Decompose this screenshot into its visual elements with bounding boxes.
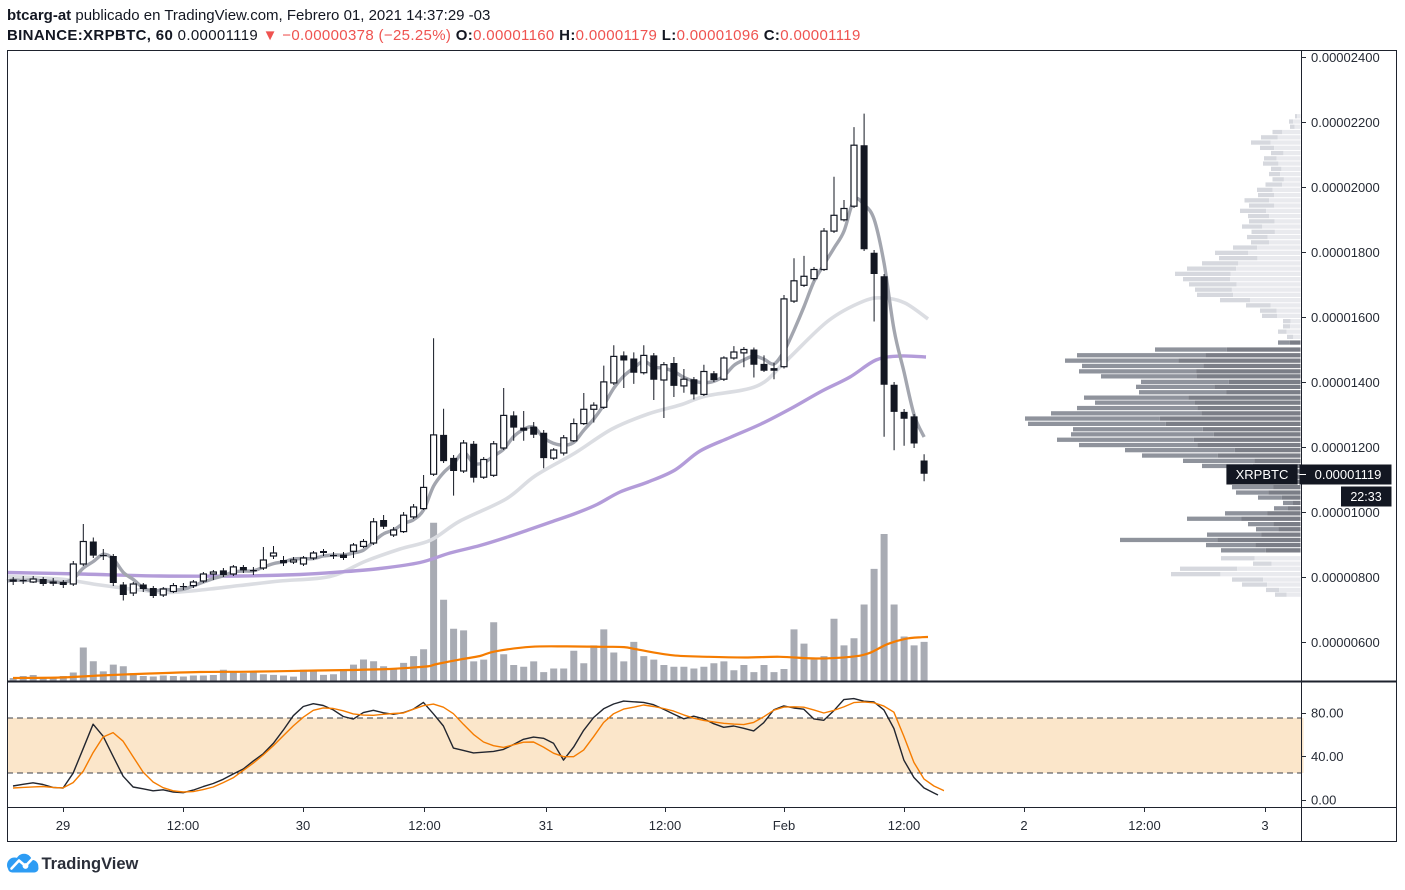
svg-text:2: 2 [1020, 818, 1027, 833]
svg-text:Feb: Feb [773, 818, 795, 833]
svg-text:12:00: 12:00 [1128, 818, 1161, 833]
svg-text:30: 30 [296, 818, 310, 833]
svg-text:btcarg-at publicado en Trading: btcarg-at publicado en TradingView.com, … [7, 7, 490, 24]
svg-text:TradingView: TradingView [42, 855, 139, 873]
svg-text:0.00002400: 0.00002400 [1311, 50, 1380, 65]
svg-text:40.00: 40.00 [1311, 749, 1344, 764]
svg-text:3: 3 [1261, 818, 1268, 833]
svg-text:0.00001119: 0.00001119 [1315, 467, 1382, 482]
svg-text:22:33: 22:33 [1350, 490, 1381, 504]
svg-text:0.00001000: 0.00001000 [1311, 505, 1380, 520]
svg-text:0.00: 0.00 [1311, 793, 1336, 808]
svg-text:0.00001600: 0.00001600 [1311, 310, 1380, 325]
svg-text:0.00001800: 0.00001800 [1311, 245, 1380, 260]
svg-text:0.00001200: 0.00001200 [1311, 440, 1380, 455]
svg-text:31: 31 [539, 818, 553, 833]
svg-text:80.00: 80.00 [1311, 706, 1344, 721]
svg-text:0.00001400: 0.00001400 [1311, 375, 1380, 390]
svg-text:0.00000800: 0.00000800 [1311, 570, 1380, 585]
svg-text:12:00: 12:00 [167, 818, 200, 833]
svg-text:12:00: 12:00 [888, 818, 921, 833]
svg-text:12:00: 12:00 [408, 818, 441, 833]
svg-text:0.00002000: 0.00002000 [1311, 180, 1380, 195]
svg-text:12:00: 12:00 [649, 818, 682, 833]
svg-text:XRPBTC: XRPBTC [1236, 467, 1289, 482]
svg-text:29: 29 [56, 818, 70, 833]
svg-text:0.00002200: 0.00002200 [1311, 115, 1380, 130]
svg-text:BINANCE:XRPBTC, 60 0.00001119: BINANCE:XRPBTC, 60 0.00001119 ▼ −0.00000… [7, 27, 861, 44]
svg-text:0.00000600: 0.00000600 [1311, 635, 1380, 650]
